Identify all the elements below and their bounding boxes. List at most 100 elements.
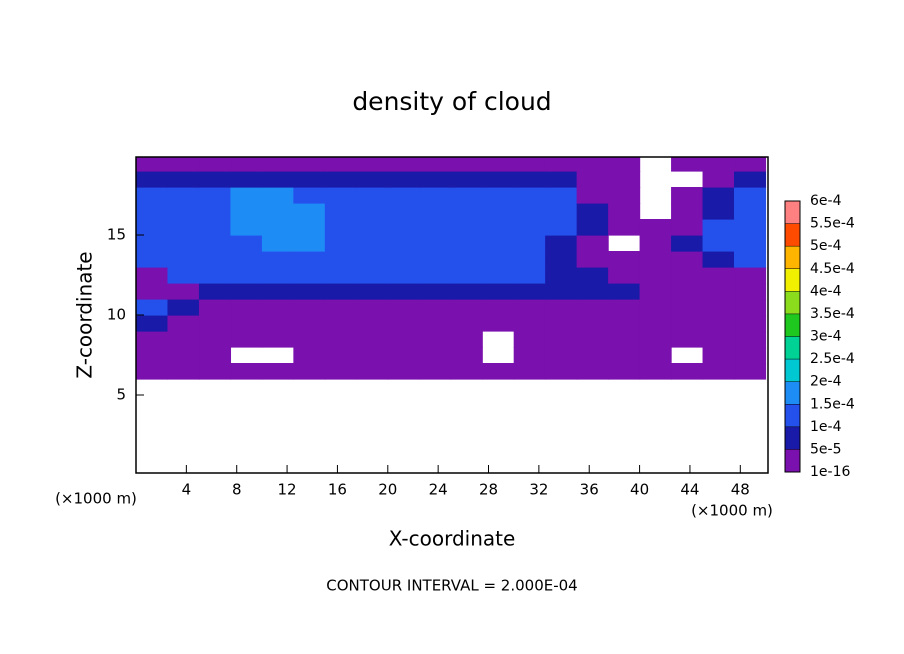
- field-cell: [356, 363, 389, 380]
- x-tick-label: 4: [182, 481, 192, 499]
- field-cell: [702, 187, 735, 204]
- field-cell: [513, 347, 546, 364]
- field-cell: [608, 363, 641, 380]
- field-cell: [608, 219, 641, 236]
- field-cell: [639, 219, 672, 236]
- field-cell: [261, 363, 294, 380]
- field-cell: [545, 267, 578, 284]
- field-cell: [230, 203, 263, 220]
- field-cell: [450, 235, 483, 252]
- field-cell: [513, 267, 546, 284]
- field-cell: [167, 157, 200, 172]
- field-cell: [608, 157, 641, 172]
- field-cell: [324, 157, 357, 172]
- field-cell: [356, 251, 389, 268]
- colorbar-label: 5e-5: [810, 441, 841, 457]
- field: [136, 157, 767, 380]
- field-cell: [450, 171, 483, 188]
- field-cell: [324, 235, 357, 252]
- y-unit: (×1000 m): [55, 490, 137, 508]
- field-cell: [356, 267, 389, 284]
- field-cell: [324, 267, 357, 284]
- field-cell: [136, 315, 169, 332]
- field-cell: [545, 171, 578, 188]
- field-cell: [419, 267, 452, 284]
- field-cell: [639, 363, 672, 380]
- field-cell: [167, 331, 200, 348]
- colorbar-label: 1.5e-4: [810, 396, 855, 412]
- field-cell: [482, 203, 515, 220]
- field-cell: [293, 299, 326, 316]
- field-cell: [356, 203, 389, 220]
- field-cell: [671, 267, 704, 284]
- colorbar-box: [785, 336, 800, 360]
- field-cell: [702, 315, 735, 332]
- field-cell: [230, 251, 263, 268]
- field-cell: [261, 235, 294, 252]
- field-cell: [734, 315, 767, 332]
- field-cell: [198, 267, 232, 284]
- field-cell: [387, 203, 420, 220]
- field-cell: [608, 315, 641, 332]
- field-cell: [230, 219, 263, 236]
- field-cell: [136, 347, 169, 364]
- field-cell: [734, 283, 767, 300]
- field-cell: [136, 331, 169, 348]
- field-cell: [198, 187, 232, 204]
- x-tick-label: 16: [328, 481, 347, 499]
- field-cell: [482, 267, 515, 284]
- field-cell: [419, 299, 452, 316]
- field-cell: [608, 299, 641, 316]
- field-cell: [513, 219, 546, 236]
- field-cell: [702, 171, 735, 188]
- field-cell: [671, 299, 704, 316]
- field-cell: [671, 363, 704, 380]
- field-cell: [576, 331, 609, 348]
- field-cell: [513, 315, 546, 332]
- field-cell: [136, 251, 169, 268]
- field-cell: [482, 219, 515, 236]
- colorbar-box: [785, 449, 800, 472]
- field-cell: [356, 315, 389, 332]
- field-cell: [261, 299, 294, 316]
- field-cell: [639, 283, 672, 300]
- field-cell: [482, 283, 515, 300]
- field-cell: [230, 235, 263, 252]
- field-cell: [702, 347, 735, 364]
- colorbar-label: 1e-16: [810, 464, 850, 480]
- field-cell: [450, 331, 483, 348]
- field-cell: [482, 363, 515, 380]
- field-cell: [293, 315, 326, 332]
- field-cell: [387, 363, 420, 380]
- field-cell: [734, 363, 767, 380]
- field-cell: [513, 283, 546, 300]
- field-cell: [167, 219, 200, 236]
- field-cell: [198, 171, 232, 188]
- field-cell: [576, 251, 609, 268]
- field-cell: [419, 283, 452, 300]
- field-cell: [576, 235, 609, 252]
- field-cell: [198, 283, 232, 300]
- field-cell: [293, 347, 326, 364]
- field-cell: [387, 267, 420, 284]
- field-cell: [545, 203, 578, 220]
- field-cell: [356, 347, 389, 364]
- field-cell: [639, 347, 672, 364]
- field-cell: [419, 235, 452, 252]
- field-cell: [324, 203, 357, 220]
- field-cell: [734, 203, 767, 220]
- field-cell: [671, 187, 704, 204]
- field-cell: [356, 157, 389, 172]
- field-cell: [576, 347, 609, 364]
- field-cell: [387, 299, 420, 316]
- field-cell: [136, 219, 169, 236]
- chart-title: density of cloud: [352, 87, 551, 116]
- colorbar-box: [785, 313, 800, 337]
- x-axis-label: X-coordinate: [389, 527, 516, 551]
- colorbar-label: 1e-4: [810, 419, 842, 435]
- field-cell: [639, 251, 672, 268]
- field-cell: [387, 187, 420, 204]
- colorbar-label: 6e-4: [810, 193, 842, 209]
- field-cell: [167, 187, 200, 204]
